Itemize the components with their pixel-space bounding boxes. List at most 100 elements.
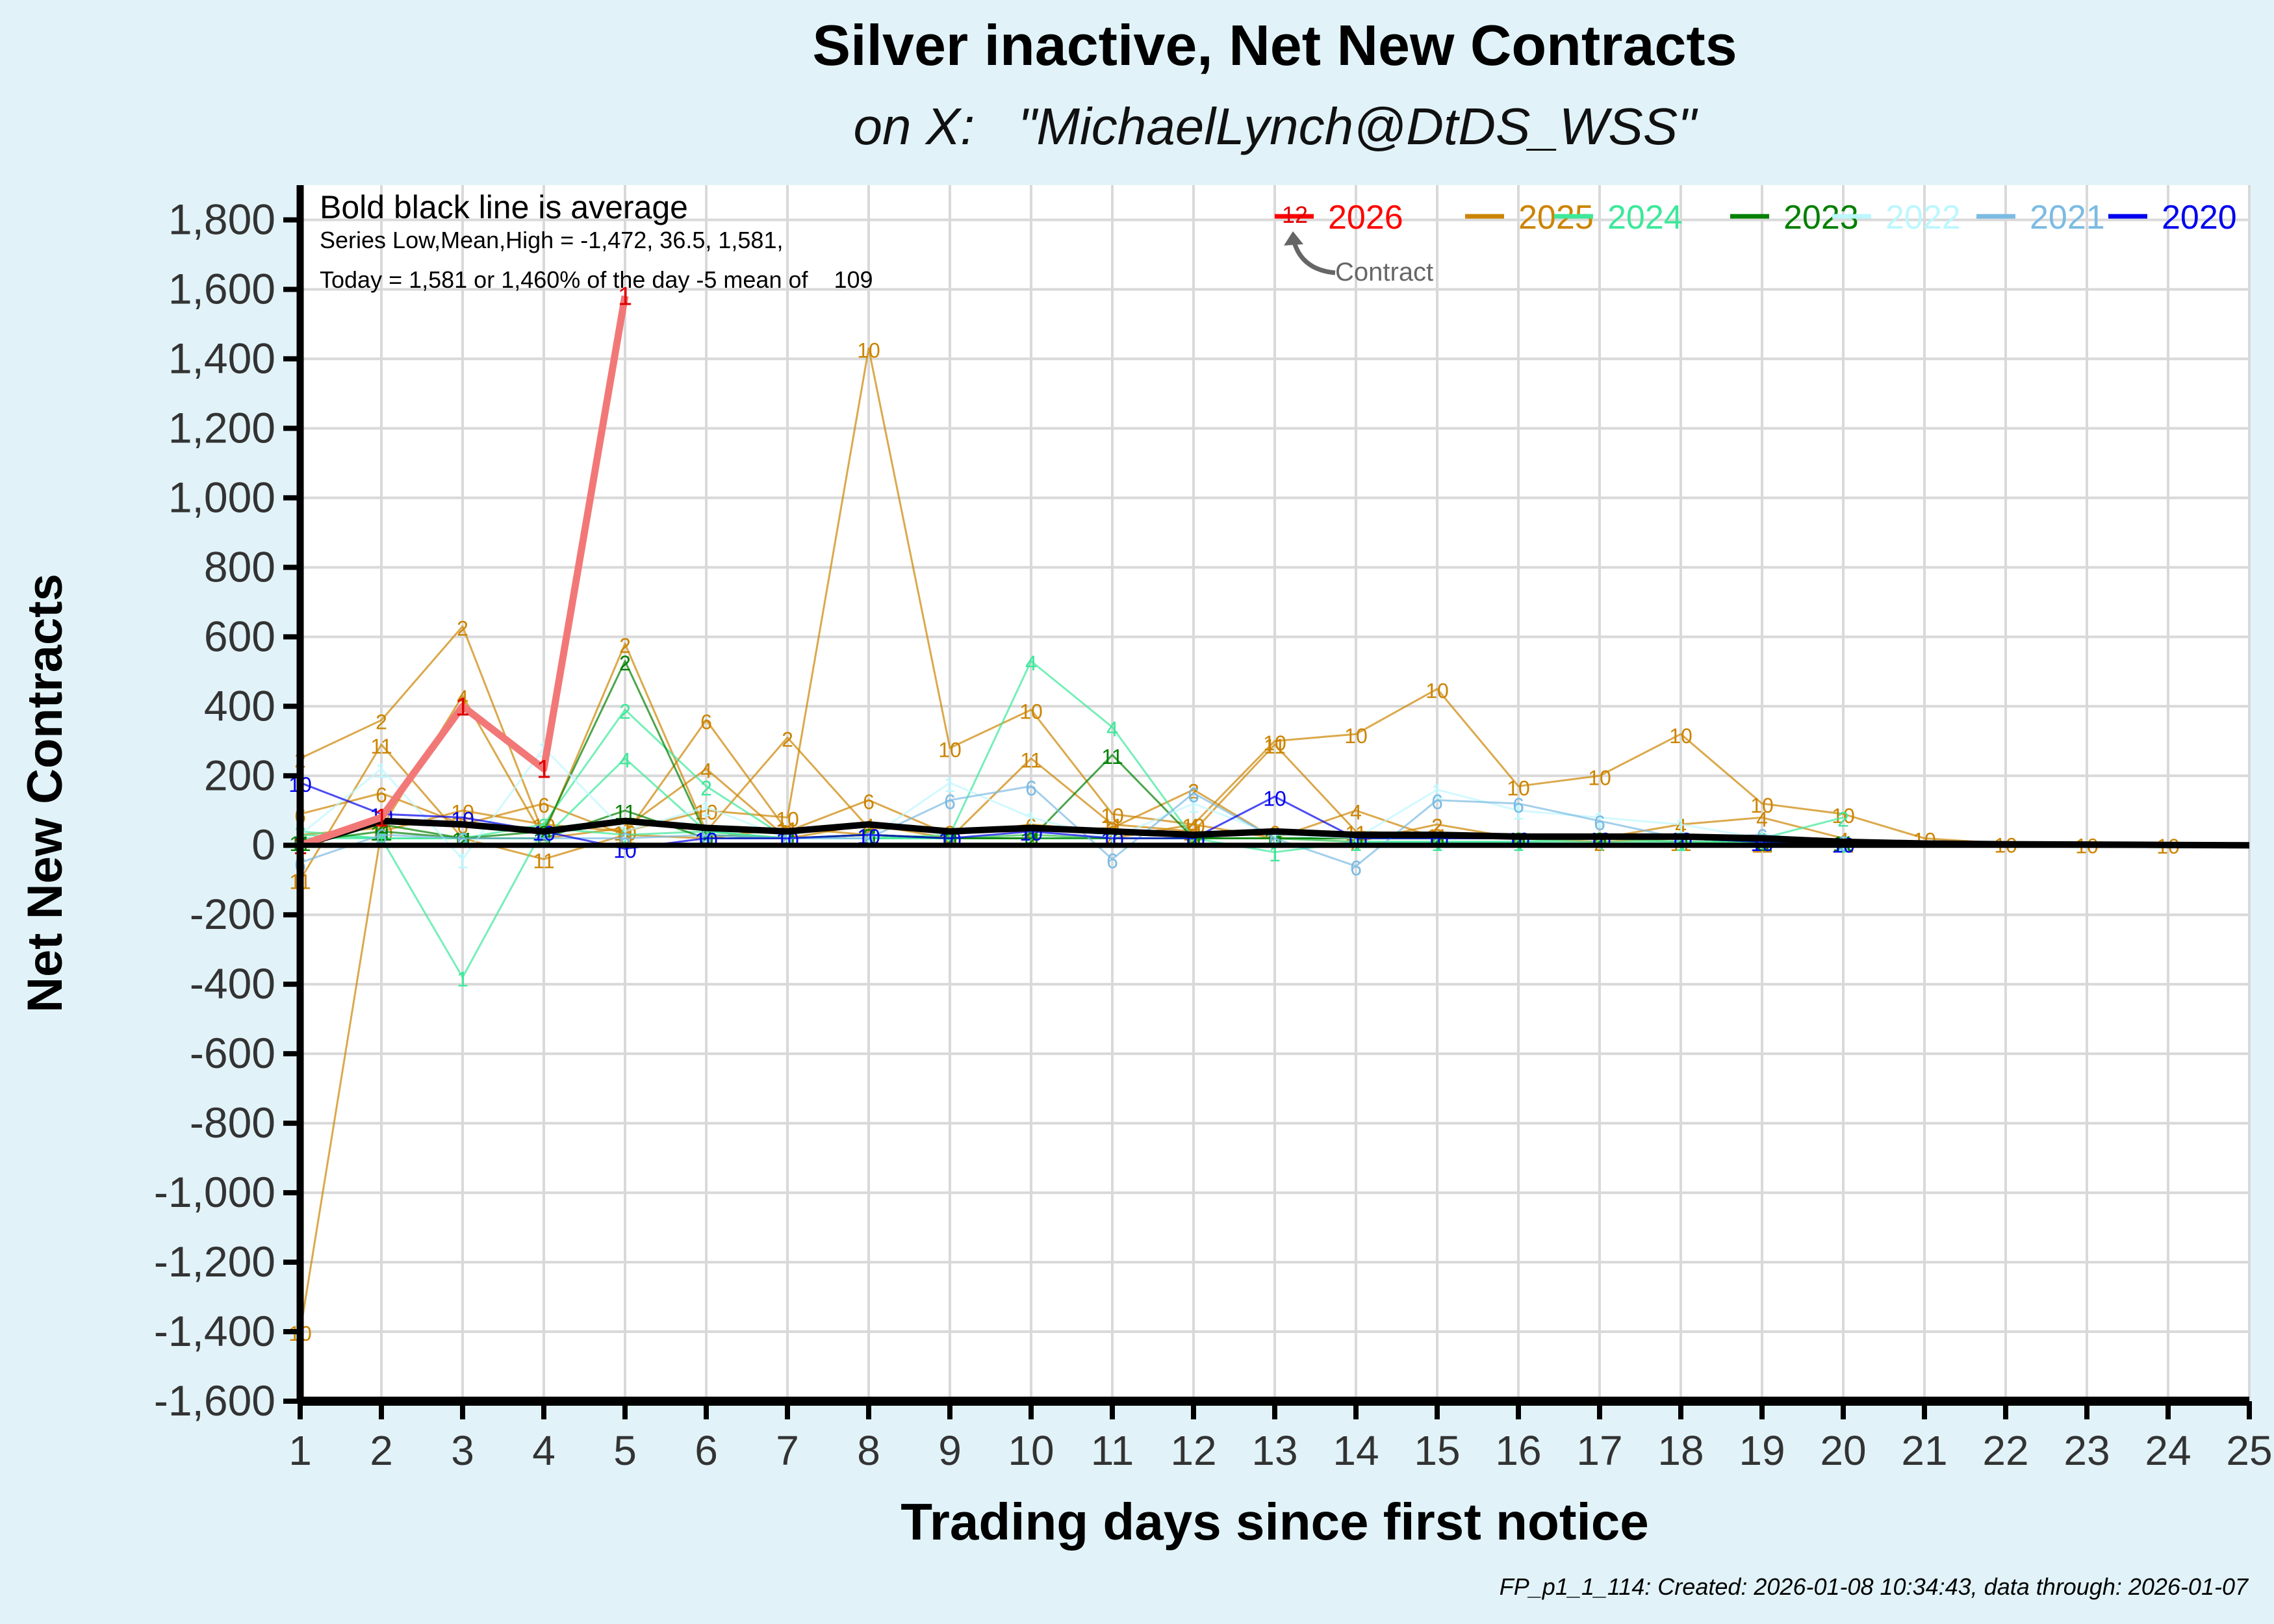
- point-label: 11: [370, 735, 392, 758]
- x-tick-label: 7: [776, 1427, 799, 1474]
- point-label: 11: [1507, 829, 1529, 852]
- y-tick-label: 200: [204, 751, 275, 799]
- y-tick-label: 0: [251, 820, 275, 869]
- x-tick-label: 24: [2145, 1427, 2191, 1474]
- point-label: 6: [1513, 794, 1524, 817]
- x-tick-label: 10: [1008, 1427, 1054, 1474]
- x-tick-label: 17: [1576, 1427, 1622, 1474]
- point-label: 1: [1269, 843, 1281, 866]
- annotation-series-stats: Series Low,Mean,High = -1,472, 36.5, 1,5…: [320, 227, 783, 253]
- x-tick-label: 14: [1333, 1427, 1379, 1474]
- point-label: 4: [457, 686, 468, 709]
- point-label: 1: [1188, 794, 1199, 817]
- legend-label-2020: 2020: [2162, 199, 2237, 236]
- point-label: 6: [1025, 776, 1037, 800]
- point-label: 4: [619, 749, 631, 772]
- x-tick-label: 2: [370, 1427, 393, 1474]
- chart-subtitle: on X: "MichaelLynch@DtDS_WSS": [853, 97, 1698, 155]
- point-label: 10: [451, 801, 474, 824]
- x-axis-title: Trading days since first notice: [901, 1493, 1648, 1551]
- point-label: 10: [1669, 724, 1693, 748]
- legend-label-2021: 2021: [2030, 199, 2105, 236]
- x-tick-label: 23: [2063, 1427, 2110, 1474]
- point-label: 1: [1431, 780, 1443, 804]
- point-label: 11: [695, 829, 717, 852]
- legend-label-2022: 2022: [1885, 199, 1961, 236]
- point-label: 10: [938, 738, 962, 761]
- point-label: 2: [700, 776, 712, 800]
- y-tick-label: 1,400: [168, 334, 275, 382]
- series-line: [300, 785, 1844, 867]
- point-label: 11: [1670, 829, 1691, 852]
- x-tick-label: 9: [938, 1427, 962, 1474]
- point-label: 6: [944, 791, 956, 814]
- y-tick-label: -800: [190, 1098, 275, 1147]
- y-tick-label: -1,600: [154, 1377, 275, 1425]
- point-label: 1: [1594, 807, 1605, 831]
- point-label: 6: [700, 711, 712, 734]
- point-label: 10: [1507, 829, 1530, 852]
- point-label: 6: [376, 783, 387, 807]
- x-tick-label: 13: [1251, 1427, 1297, 1474]
- point-label: 1: [1675, 815, 1687, 838]
- x-tick-label: 19: [1739, 1427, 1785, 1474]
- point-label: 4: [1025, 652, 1037, 675]
- point-label: 6: [457, 829, 468, 852]
- x-tick-label: 6: [695, 1427, 718, 1474]
- legend-label-2024: 2024: [1607, 199, 1683, 236]
- point-label: 6: [1594, 811, 1605, 835]
- point-label: 1: [457, 850, 468, 873]
- annotation-today: Today = 1,581 or 1,460% of the day -5 me…: [320, 266, 873, 293]
- x-tick-label: 5: [613, 1427, 637, 1474]
- point-label: 11: [1101, 745, 1123, 768]
- point-label: 11: [1589, 829, 1610, 852]
- point-label: 10: [1507, 776, 1530, 800]
- series-line: [300, 660, 1844, 845]
- x-tick-label: 25: [2226, 1427, 2272, 1474]
- point-label: 10: [1588, 766, 1611, 789]
- y-tick-label: -400: [190, 959, 275, 1008]
- point-label: 1: [944, 773, 956, 796]
- point-label: 6: [1188, 783, 1199, 807]
- tick-labels: 1 2 3 4 5 6 7 8 9 10 11 12 13 14 15 16 17 18 19 20 21 22 23 24 2…: [154, 195, 2273, 1474]
- point-label: 6: [1350, 856, 1362, 880]
- x-tick-label: 11: [1091, 1427, 1134, 1474]
- point-label: 1: [1513, 801, 1524, 824]
- x-tick-label: 8: [857, 1427, 880, 1474]
- y-tick-label: -1,200: [154, 1237, 275, 1286]
- point-label: 2: [782, 728, 793, 751]
- y-tick-label: -1,400: [154, 1307, 275, 1355]
- y-tick-label: 800: [204, 542, 275, 590]
- point-label: 2: [863, 825, 875, 848]
- footer-note: FP_p1_1_114: Created: 2026-01-08 10:34:4…: [1500, 1573, 2249, 1600]
- point-label: 6: [376, 825, 387, 848]
- point-label: 11: [533, 850, 554, 873]
- point-label: 6: [1106, 850, 1118, 873]
- point-label: 10: [613, 839, 637, 863]
- point-label: 4: [1675, 815, 1687, 838]
- y-tick-label: 1,600: [168, 264, 275, 312]
- y-tick-label: 1,800: [168, 195, 275, 243]
- x-tick-label: 1: [288, 1427, 312, 1474]
- y-tick-label: 1,200: [168, 403, 275, 451]
- x-tick-label: 20: [1820, 1427, 1866, 1474]
- point-label: 10: [1750, 794, 1774, 817]
- point-label: 2: [1188, 780, 1199, 804]
- point-label: 2: [619, 700, 631, 724]
- point-label: 1: [700, 797, 712, 820]
- y-tick-label: -1,000: [154, 1168, 275, 1216]
- y-tick-label: 1,000: [168, 473, 275, 521]
- x-tick-label: 18: [1657, 1427, 1704, 1474]
- point-label: 2: [1837, 807, 1849, 831]
- point-label: 6: [538, 794, 550, 817]
- x-tick-label: 12: [1170, 1427, 1216, 1474]
- annotation-average-note: Bold black line is average: [320, 189, 688, 225]
- contract-label: Contract: [1335, 258, 1433, 286]
- point-label: 1: [455, 692, 470, 721]
- point-label: 6: [863, 791, 875, 814]
- point-label: 10: [857, 338, 880, 362]
- point-label: 1: [618, 283, 632, 311]
